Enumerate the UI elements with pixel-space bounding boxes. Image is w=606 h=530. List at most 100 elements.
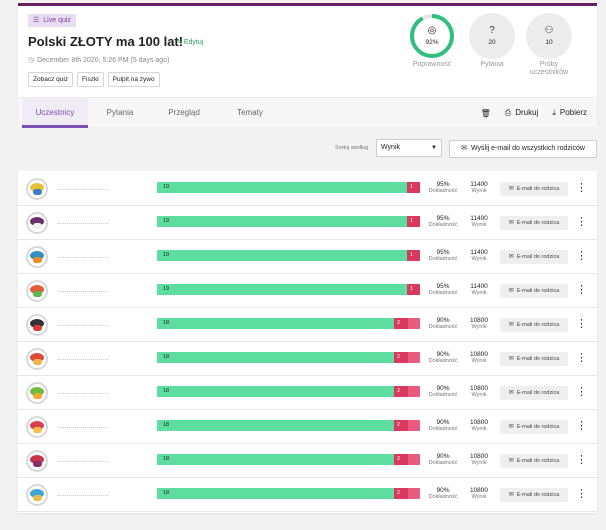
quiz-title: Polski ZŁOTY ma 100 lat!: [28, 34, 184, 49]
more-options-icon[interactable]: ⋮: [576, 318, 587, 330]
accuracy-cell: 95% Dokładność: [428, 215, 458, 228]
more-options-icon[interactable]: ⋮: [576, 386, 587, 398]
incorrect-count: 2: [397, 320, 401, 326]
avatar: [26, 314, 48, 336]
tab-questions[interactable]: Pytania: [106, 108, 134, 117]
more-options-icon[interactable]: ⋮: [576, 216, 587, 228]
list-icon: ☰: [33, 17, 40, 24]
live-quiz-badge: ☰ Live quiz: [28, 14, 76, 27]
email-parent-button[interactable]: ✉ E-mail do rodzica: [500, 182, 568, 196]
download-button[interactable]: ⤓ Pobierz: [552, 108, 587, 117]
avatar: [26, 246, 48, 268]
users-icon: ⚇: [544, 25, 554, 36]
live-dashboard-button[interactable]: Pulpit na żywo: [107, 72, 160, 87]
table-row[interactable]: 18 2 90% Dokładność 10800 Wynik ✉ E-mail …: [18, 410, 597, 444]
correct-count: 19: [163, 184, 170, 190]
more-options-icon[interactable]: ⋮: [576, 284, 587, 296]
envelope-icon: ✉: [508, 186, 514, 192]
questions-value: 20: [488, 39, 496, 46]
email-parent-button[interactable]: ✉ E-mail do rodzica: [500, 216, 568, 230]
progress-bar: 18 2: [157, 318, 420, 329]
progress-bar: 19 1: [157, 250, 420, 261]
sort-select[interactable]: Wynik ▼: [376, 139, 442, 157]
more-options-icon[interactable]: ⋮: [576, 488, 587, 500]
correct-count: 18: [163, 422, 170, 428]
incorrect-count: 1: [410, 218, 414, 224]
envelope-icon: ✉: [508, 254, 514, 260]
envelope-icon: ✉: [508, 492, 514, 498]
table-row[interactable]: 19 1 95% Dokładność 11400 Wynik ✉ E-mail …: [18, 206, 597, 240]
avatar: [26, 348, 48, 370]
progress-bar: 18 2: [157, 386, 420, 397]
table-row[interactable]: 18 2 90% Dokładność 10800 Wynik ✉ E-mail …: [18, 444, 597, 478]
email-parent-button[interactable]: ✉ E-mail do rodzica: [500, 250, 568, 264]
correct-count: 18: [163, 388, 170, 394]
more-options-icon[interactable]: ⋮: [576, 454, 587, 466]
envelope-icon: ✉: [461, 145, 467, 152]
printer-icon: ⎙: [504, 108, 512, 117]
participant-name-redacted: [58, 254, 108, 258]
accuracy-value: 92%: [425, 39, 439, 46]
avatar: [26, 212, 48, 234]
accuracy-cell: 90% Dokładność: [428, 351, 458, 364]
envelope-icon: ✉: [508, 322, 514, 328]
score-cell: 11400 Wynik: [470, 283, 488, 296]
email-parent-button[interactable]: ✉ E-mail do rodzica: [500, 454, 568, 468]
table-row[interactable]: 19 1 95% Dokładność 11400 Wynik ✉ E-mail …: [18, 240, 597, 274]
participant-name-redacted: [58, 220, 108, 224]
table-row[interactable]: 18 2 90% Dokładność 10800 Wynik ✉ E-mail …: [18, 376, 597, 410]
correct-count: 19: [163, 252, 170, 258]
progress-bar: 19 1: [157, 284, 420, 295]
score-cell: 10800 Wynik: [469, 351, 489, 364]
avatar: [26, 382, 48, 404]
progress-bar: 18 2: [157, 420, 420, 431]
score-cell: 10800 Wynik: [469, 419, 489, 432]
tab-topics[interactable]: Tematy: [237, 108, 263, 117]
table-row[interactable]: 18 2 90% Dokładność 10800 Wynik ✉ E-mail …: [18, 342, 597, 376]
print-button[interactable]: ⎙ Drukuj: [504, 108, 539, 117]
flashcards-button[interactable]: Fiszki: [77, 72, 104, 87]
email-parent-button[interactable]: ✉ E-mail do rodzica: [500, 386, 568, 400]
quiz-header-card: ☰ Live quiz Polski ZŁOTY ma 100 lat! ✎ Ed…: [18, 3, 597, 128]
score-cell: 11400 Wynik: [470, 249, 488, 262]
more-options-icon[interactable]: ⋮: [576, 420, 587, 432]
more-options-icon[interactable]: ⋮: [576, 250, 587, 262]
tab-participants[interactable]: Uczestnicy: [22, 98, 88, 128]
quiz-date: ◷ December 8th 2020, 5:26 PM (5 days ago): [28, 57, 170, 64]
email-all-parents-button[interactable]: ✉ Wyślij e-mail do wszystkich rodziców: [449, 140, 597, 158]
accuracy-stat: ◎ 92% Poprawność: [404, 13, 460, 69]
email-parent-button[interactable]: ✉ E-mail do rodzica: [500, 352, 568, 366]
tab-overview[interactable]: Przegląd: [168, 108, 200, 117]
chevron-down-icon: ▼: [431, 145, 437, 151]
accuracy-cell: 95% Dokładność: [428, 181, 458, 194]
table-row[interactable]: 18 2 90% Dokładność 10800 Wynik ✉ E-mail …: [18, 308, 597, 342]
table-row[interactable]: 19 1 95% Dokładność 11400 Wynik ✉ E-mail …: [18, 274, 597, 308]
email-parent-button[interactable]: ✉ E-mail do rodzica: [500, 420, 568, 434]
participant-name-redacted: [58, 424, 108, 428]
accuracy-cell: 90% Dokładność: [428, 317, 458, 330]
avatar: [26, 450, 48, 472]
email-parent-button[interactable]: ✉ E-mail do rodzica: [500, 284, 568, 298]
participant-name-redacted: [58, 322, 108, 326]
table-row[interactable]: 18 2 90% Dokładność 10800 Wynik ✉ E-mail …: [18, 478, 597, 512]
participant-name-redacted: [58, 186, 108, 190]
envelope-icon: ✉: [508, 458, 514, 464]
attempts-stat: ⚇ 10 Próby uczestników: [521, 13, 577, 77]
participant-name-redacted: [58, 356, 108, 360]
avatar: [26, 178, 48, 200]
email-parent-button[interactable]: ✉ E-mail do rodzica: [500, 318, 568, 332]
more-options-icon[interactable]: ⋮: [576, 352, 587, 364]
email-parent-button[interactable]: ✉ E-mail do rodzica: [500, 488, 568, 502]
trash-icon: 🗑: [480, 108, 491, 118]
delete-button[interactable]: 🗑: [481, 109, 491, 118]
view-quiz-button[interactable]: Zobacz quiz: [28, 72, 74, 87]
edit-link[interactable]: ✎ Edytuj: [176, 39, 204, 46]
progress-bar: 18 2: [157, 454, 420, 465]
more-options-icon[interactable]: ⋮: [576, 182, 587, 194]
score-cell: 10800 Wynik: [469, 385, 489, 398]
progress-bar: 19 1: [157, 182, 420, 193]
accuracy-cell: 95% Dokładność: [428, 283, 458, 296]
table-row[interactable]: 19 1 95% Dokładność 11400 Wynik ✉ E-mail …: [18, 172, 597, 206]
incorrect-count: 2: [397, 456, 401, 462]
correct-count: 19: [163, 218, 170, 224]
